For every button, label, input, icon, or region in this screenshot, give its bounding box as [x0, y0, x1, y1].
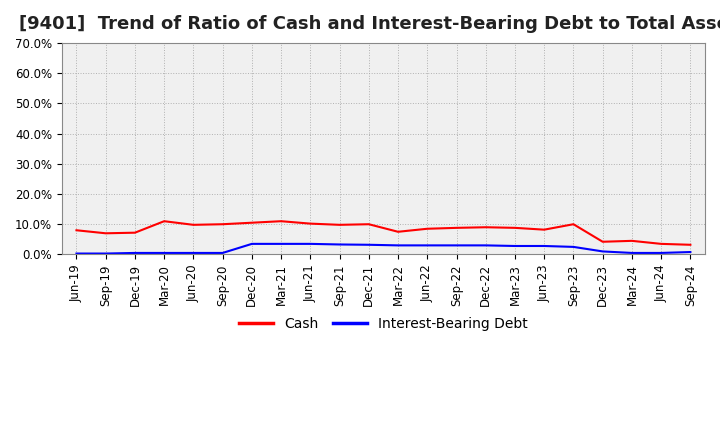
- Cash: [482, 224, 490, 230]
- Interest-Bearing Debt: [569, 244, 577, 249]
- Title: [9401]  Trend of Ratio of Cash and Interest-Bearing Debt to Total Assets: [9401] Trend of Ratio of Cash and Intere…: [19, 15, 720, 33]
- Interest-Bearing Debt: [628, 250, 636, 256]
- Cash: [276, 219, 285, 224]
- Interest-Bearing Debt: [423, 243, 431, 248]
- Interest-Bearing Debt: [72, 251, 81, 256]
- Interest-Bearing Debt: [102, 251, 110, 256]
- Interest-Bearing Debt: [394, 243, 402, 248]
- Cash: [686, 242, 695, 247]
- Cash: [102, 231, 110, 236]
- Cash: [160, 219, 168, 224]
- Interest-Bearing Debt: [598, 249, 607, 254]
- Cash: [423, 226, 431, 231]
- Cash: [364, 222, 373, 227]
- Cash: [394, 229, 402, 235]
- Cash: [218, 222, 227, 227]
- Interest-Bearing Debt: [248, 241, 256, 246]
- Interest-Bearing Debt: [276, 241, 285, 246]
- Interest-Bearing Debt: [130, 250, 139, 256]
- Interest-Bearing Debt: [452, 243, 461, 248]
- Interest-Bearing Debt: [482, 243, 490, 248]
- Cash: [569, 222, 577, 227]
- Interest-Bearing Debt: [306, 241, 315, 246]
- Cash: [540, 227, 549, 232]
- Interest-Bearing Debt: [364, 242, 373, 247]
- Interest-Bearing Debt: [686, 249, 695, 255]
- Cash: [189, 222, 198, 227]
- Legend: Cash, Interest-Bearing Debt: Cash, Interest-Bearing Debt: [233, 311, 534, 336]
- Cash: [130, 230, 139, 235]
- Interest-Bearing Debt: [336, 242, 344, 247]
- Cash: [248, 220, 256, 225]
- Interest-Bearing Debt: [657, 250, 665, 256]
- Cash: [628, 238, 636, 243]
- Line: Interest-Bearing Debt: Interest-Bearing Debt: [76, 244, 690, 253]
- Cash: [510, 225, 519, 231]
- Cash: [657, 241, 665, 246]
- Interest-Bearing Debt: [540, 243, 549, 249]
- Cash: [336, 222, 344, 227]
- Line: Cash: Cash: [76, 221, 690, 245]
- Interest-Bearing Debt: [218, 250, 227, 256]
- Cash: [72, 227, 81, 233]
- Interest-Bearing Debt: [160, 250, 168, 256]
- Cash: [598, 239, 607, 244]
- Interest-Bearing Debt: [510, 243, 519, 249]
- Interest-Bearing Debt: [189, 250, 198, 256]
- Cash: [452, 225, 461, 231]
- Cash: [306, 221, 315, 226]
